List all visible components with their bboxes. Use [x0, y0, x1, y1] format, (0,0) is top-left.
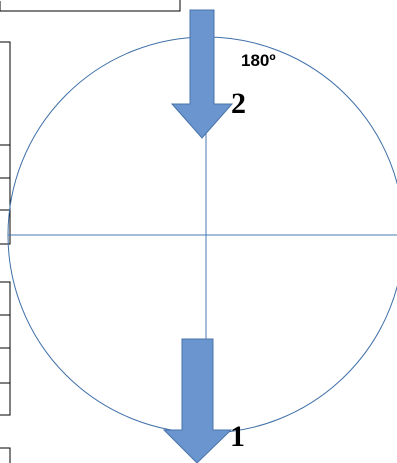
left-frame-box-6	[0, 314, 11, 349]
left-frame-box-4	[0, 209, 11, 245]
left-frame-box-8	[0, 382, 11, 416]
arrow-down-icon	[162, 338, 233, 463]
top-frame-box	[0, 0, 181, 12]
arrow-down-icon	[170, 9, 234, 139]
left-frame-box-3	[0, 177, 11, 211]
left-frame-box-5	[0, 281, 11, 316]
arrow-bottom-number-label: 1	[230, 420, 245, 453]
left-frame-box-2	[0, 144, 11, 179]
angle-label: 180º	[241, 51, 276, 70]
left-frame-box-7	[0, 347, 11, 384]
background-frame-lines	[0, 0, 181, 463]
left-frame-box-9	[0, 447, 11, 463]
left-frame-box-1	[0, 41, 11, 146]
arrow-top-number-label: 2	[231, 87, 246, 120]
